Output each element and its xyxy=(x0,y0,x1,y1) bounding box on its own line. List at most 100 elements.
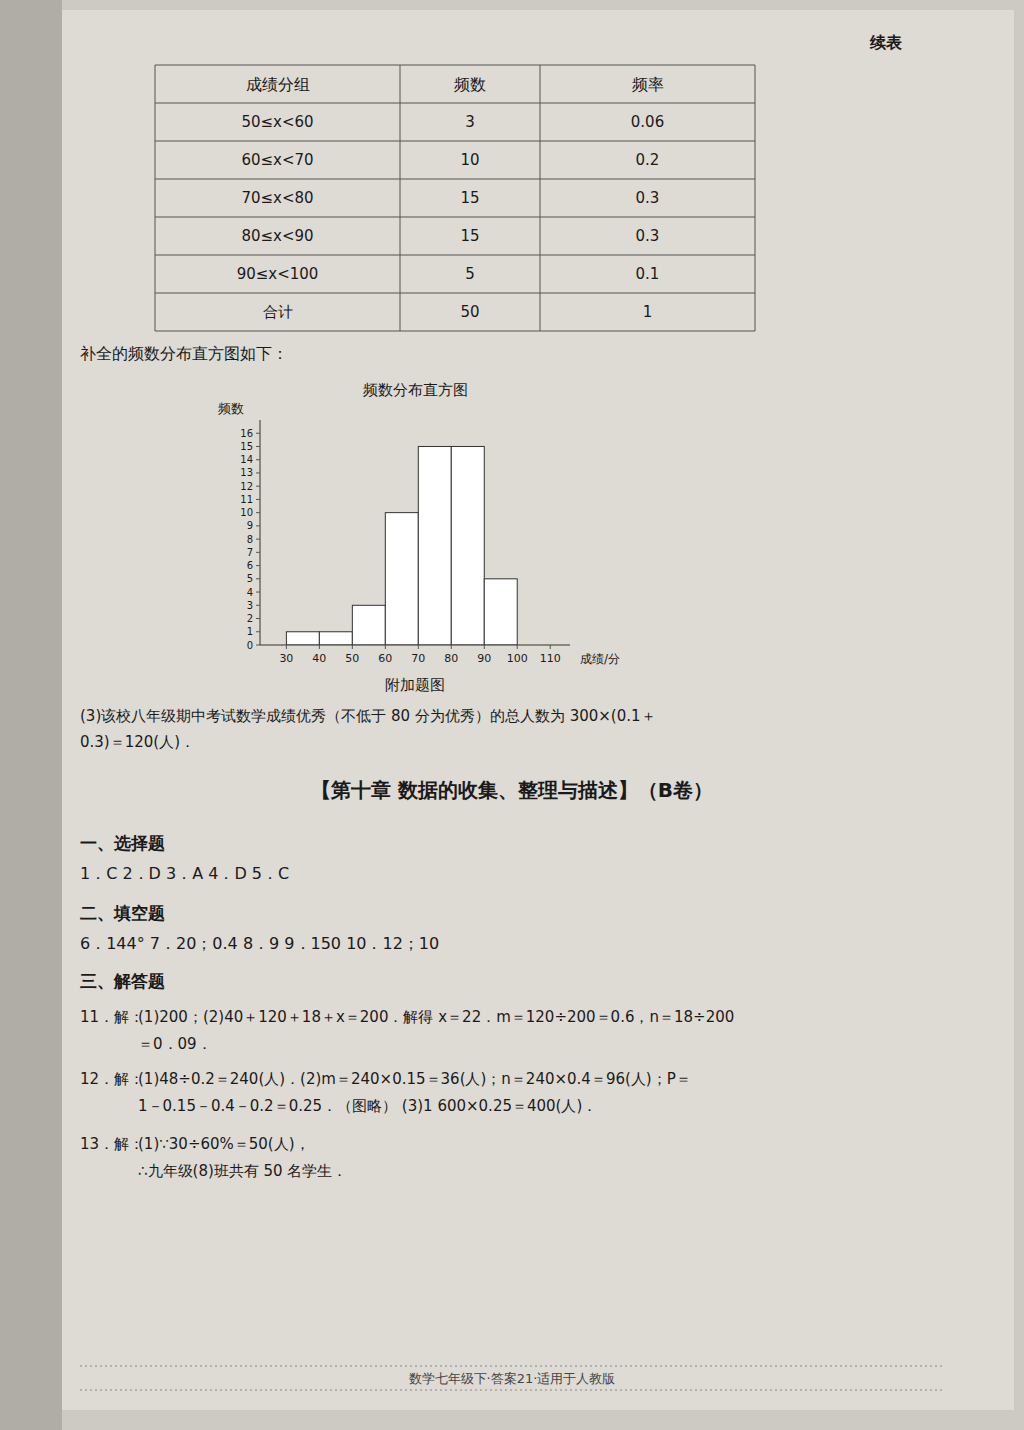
histogram-bar xyxy=(286,632,319,645)
section-label: 一、选择题 xyxy=(80,833,165,853)
y-tick-label: 3 xyxy=(247,600,253,611)
table-rule xyxy=(155,65,755,66)
answer-line: 6．144° 7．20；0.4 8．9 9．150 10．12；10 xyxy=(80,934,439,953)
answer-line: 1－0.15－0.4－0.2＝0.25．（图略） (3)1 600×0.25＝4… xyxy=(138,1097,597,1115)
table-rule xyxy=(155,255,755,256)
x-tick xyxy=(352,645,353,649)
table-rule xyxy=(155,217,755,218)
paragraph: (3)该校八年级期中考试数学成绩优秀（不低于 80 分为优秀）的总人数为 300… xyxy=(80,707,656,725)
table-suffix-title: 续表 xyxy=(869,33,903,52)
y-tick-label: 14 xyxy=(240,454,253,465)
y-tick-label: 10 xyxy=(240,507,253,518)
y-axis-line xyxy=(260,420,261,645)
y-tick xyxy=(256,433,260,434)
footer-rule xyxy=(80,1390,944,1391)
y-tick-label: 9 xyxy=(247,520,253,531)
table-cell: 1 xyxy=(643,303,653,321)
y-tick xyxy=(256,618,260,619)
y-tick-label: 13 xyxy=(240,467,253,478)
x-tick-label: 80 xyxy=(444,652,458,665)
x-tick-label: 50 xyxy=(345,652,359,665)
table-rule xyxy=(400,65,401,331)
y-tick xyxy=(256,631,260,632)
table-rule xyxy=(155,141,755,142)
y-tick xyxy=(256,565,260,566)
y-tick xyxy=(256,605,260,606)
y-tick-label: 2 xyxy=(247,613,253,624)
figure-caption: 附加题图 xyxy=(385,676,445,694)
y-tick-label: 1 xyxy=(247,626,253,637)
histogram-bar xyxy=(484,579,517,645)
x-tick-label: 70 xyxy=(411,652,425,665)
table-cell: 0.2 xyxy=(636,151,660,169)
histogram-bar xyxy=(352,605,385,645)
y-tick xyxy=(256,592,260,593)
table-cell: 0.1 xyxy=(636,265,660,283)
table-cell: 15 xyxy=(460,189,479,207)
answer-line: ∴九年级(8)班共有 50 名学生． xyxy=(138,1162,347,1180)
answer-line: ＝0．09． xyxy=(138,1035,212,1053)
table-rule xyxy=(155,103,755,104)
x-tick xyxy=(286,645,287,649)
bars xyxy=(286,446,517,645)
paragraph: 补全的频数分布直方图如下： xyxy=(80,344,288,363)
table-cell: 合计 xyxy=(263,303,293,321)
x-tick xyxy=(385,645,386,649)
y-tick xyxy=(256,446,260,447)
section-label: 二、填空题 xyxy=(80,903,165,923)
x-tick xyxy=(517,645,518,649)
y-tick-label: 15 xyxy=(240,441,253,452)
table-cell: 0.06 xyxy=(631,113,664,131)
section-title: 【第十章 数据的收集、整理与描述】（B卷） xyxy=(311,778,713,802)
y-axis-label: 频数 xyxy=(218,401,244,416)
content-background xyxy=(62,10,1014,1410)
y-tick-label: 6 xyxy=(247,560,253,571)
x-tick-label: 90 xyxy=(477,652,491,665)
histogram-bar xyxy=(451,446,484,645)
table-cell: 90≤x<100 xyxy=(237,265,319,283)
table-cell: 80≤x<90 xyxy=(241,227,313,245)
y-tick xyxy=(256,486,260,487)
x-tick xyxy=(550,645,551,649)
table: 成绩分组频数频率50≤x<6030.0660≤x<70100.270≤x<801… xyxy=(155,65,755,331)
paragraph: 0.3)＝120(人)． xyxy=(80,733,195,751)
table-cell: 0.3 xyxy=(636,189,660,207)
histogram: 频数分布直方图频数成绩/分304050607080901001100123456… xyxy=(218,381,620,666)
y-tick xyxy=(256,512,260,513)
y-tick xyxy=(256,472,260,473)
table-cell: 70≤x<80 xyxy=(241,189,313,207)
y-tick-label: 8 xyxy=(247,534,253,545)
histogram-bar xyxy=(385,513,418,645)
question-label: 13．解： xyxy=(80,1135,144,1153)
table-cell: 50≤x<60 xyxy=(241,113,313,131)
footer-rule xyxy=(80,1366,944,1367)
y-tick xyxy=(256,459,260,460)
answer-line: (1)200；(2)40＋120＋18＋x＝200．解得 x＝22．m＝120÷… xyxy=(138,1008,734,1026)
section-label: 三、解答题 xyxy=(80,971,165,991)
x-tick xyxy=(418,645,419,649)
answer-line: 1．C 2．D 3．A 4．D 5．C xyxy=(80,864,289,883)
y-tick xyxy=(256,645,260,646)
table-rule xyxy=(155,179,755,180)
x-axis-label: 成绩/分 xyxy=(580,652,620,666)
question-label: 12．解： xyxy=(80,1070,144,1088)
y-tick xyxy=(256,552,260,553)
x-tick-label: 110 xyxy=(540,652,561,665)
x-tick xyxy=(451,645,452,649)
answer-line: (1)48÷0.2＝240(人)．(2)m＝240×0.15＝36(人)；n＝2… xyxy=(138,1070,691,1088)
footer: 数学七年级下·答案21·适用于人教版 xyxy=(409,1371,616,1386)
histogram-bar xyxy=(319,632,352,645)
x-tick-label: 100 xyxy=(507,652,528,665)
answer-line: (1)∵30÷60%＝50(人)， xyxy=(138,1135,310,1153)
y-tick-label: 7 xyxy=(247,547,253,558)
table-rule xyxy=(755,65,756,331)
table-header: 频率 xyxy=(632,75,664,94)
table-rule xyxy=(540,65,541,331)
y-tick-label: 4 xyxy=(247,587,253,598)
x-tick-label: 60 xyxy=(378,652,392,665)
table-cell: 60≤x<70 xyxy=(241,151,313,169)
chart-title: 频数分布直方图 xyxy=(363,381,468,399)
table-rule xyxy=(155,293,755,294)
y-tick-label: 12 xyxy=(240,481,253,492)
x-axis-line xyxy=(260,645,570,646)
